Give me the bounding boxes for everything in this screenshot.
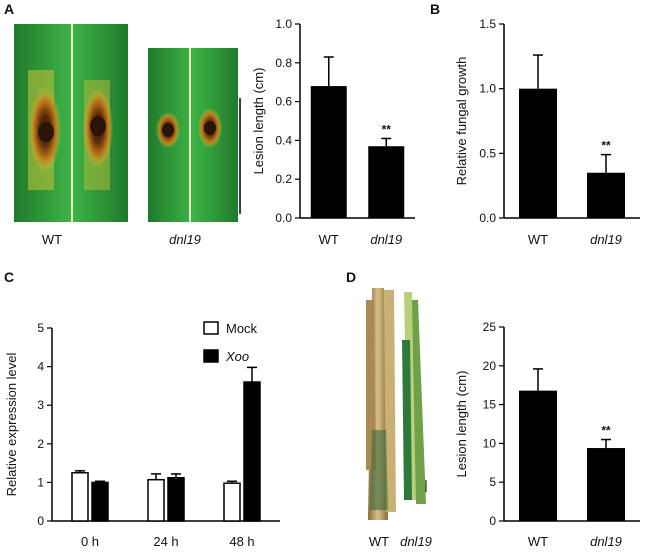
bar-WT [310,86,347,218]
bar-Mock-48 h [223,482,241,522]
significance-label: ** [601,424,611,438]
y-tick-label: 0 [37,514,44,528]
y-tick-label: 0 [489,514,496,528]
y-axis-title: Relative expression level [4,352,19,496]
y-tick-label: 4 [37,360,44,374]
x-tick-label: dnl19 [590,232,622,247]
y-tick-label: 5 [489,475,496,489]
x-tick-label: 0 h [81,534,99,549]
bar-Xoo-0 h [91,481,109,522]
photo-label-dnl19: dnl19 [169,232,201,247]
bar-Xoo-24 h [167,477,185,522]
legend-swatch-Mock [203,321,219,335]
bar-Mock-24 h [147,478,165,522]
y-tick-label: 5 [37,321,44,335]
photo-label-wt: WT [42,232,62,247]
chart-a: 0.0 0.2 0.4 0.6 0.8 1.0 Lesion length (cm) WT **… [251,17,415,247]
y-axis-title: Lesion length (cm) [454,371,469,478]
y-axis-title: Relative fungal growth [454,57,469,186]
x-tick-label: dnl19 [590,534,622,549]
y-tick-label: 0.8 [275,56,292,70]
y-tick-label: 0.5 [479,146,496,160]
bar-Xoo-48 h [243,381,261,522]
x-tick-label: dnl19 [370,232,402,247]
chart-b: 0.0 0.5 1.0 1.5 Relative fungal growth WT ** dn… [454,17,640,247]
y-tick-label: 1.0 [275,17,292,31]
y-tick-label: 1 [37,475,44,489]
panel-label-d: D [346,269,356,285]
y-tick-label: 2 [37,437,44,451]
y-axis-title: Lesion length (cm) [251,68,266,175]
chart-c: 0 1 2 3 4 5 Relative expression level 0 h 24 h 48… [4,321,280,549]
bar-Mock-0 h [71,472,89,522]
legend-label: Mock [226,321,258,336]
bar-dnl19 [368,146,405,218]
x-tick-label: 24 h [153,534,178,549]
y-tick-label: 25 [483,320,497,334]
y-tick-label: 15 [483,398,497,412]
x-tick-label: WT [528,534,548,549]
x-tick-label: 48 h [229,534,254,549]
y-tick-label: 3 [37,398,44,412]
y-tick-label: 1.5 [479,17,496,31]
x-tick-label: WT [319,232,339,247]
y-tick-label: 1.0 [479,82,496,96]
y-tick-label: 0.4 [275,133,292,147]
leaf-photo-d [366,288,427,520]
bar-dnl19 [587,172,625,218]
y-tick-label: 10 [483,436,497,450]
bar-WT [519,390,557,521]
panel-label-b: B [430,1,440,17]
leaf-photo-wt [14,24,128,222]
panel-label-c: C [4,269,14,285]
y-tick-label: 0.6 [275,95,292,109]
significance-label: ** [601,139,611,153]
leaf-photo-dnl19 [148,48,238,222]
y-tick-label: 0.0 [479,211,496,225]
y-tick-label: 0.0 [275,211,292,225]
legend-label: Xoo [225,349,249,364]
photo-label-d-dnl19: dnl19 [400,534,432,549]
bar-dnl19 [587,448,625,521]
photo-label-d-wt: WT [369,534,389,549]
bar-WT [519,88,557,219]
significance-label: ** [382,122,392,136]
panel-label-a: A [4,1,14,17]
y-tick-label: 20 [483,359,497,373]
y-tick-label: 0.2 [275,172,292,186]
x-tick-label: WT [528,232,548,247]
chart-d: 0 5 10 15 20 25 Lesion length (cm) WT ** dnl19 [454,320,640,549]
legend-swatch-Xoo [203,349,219,363]
